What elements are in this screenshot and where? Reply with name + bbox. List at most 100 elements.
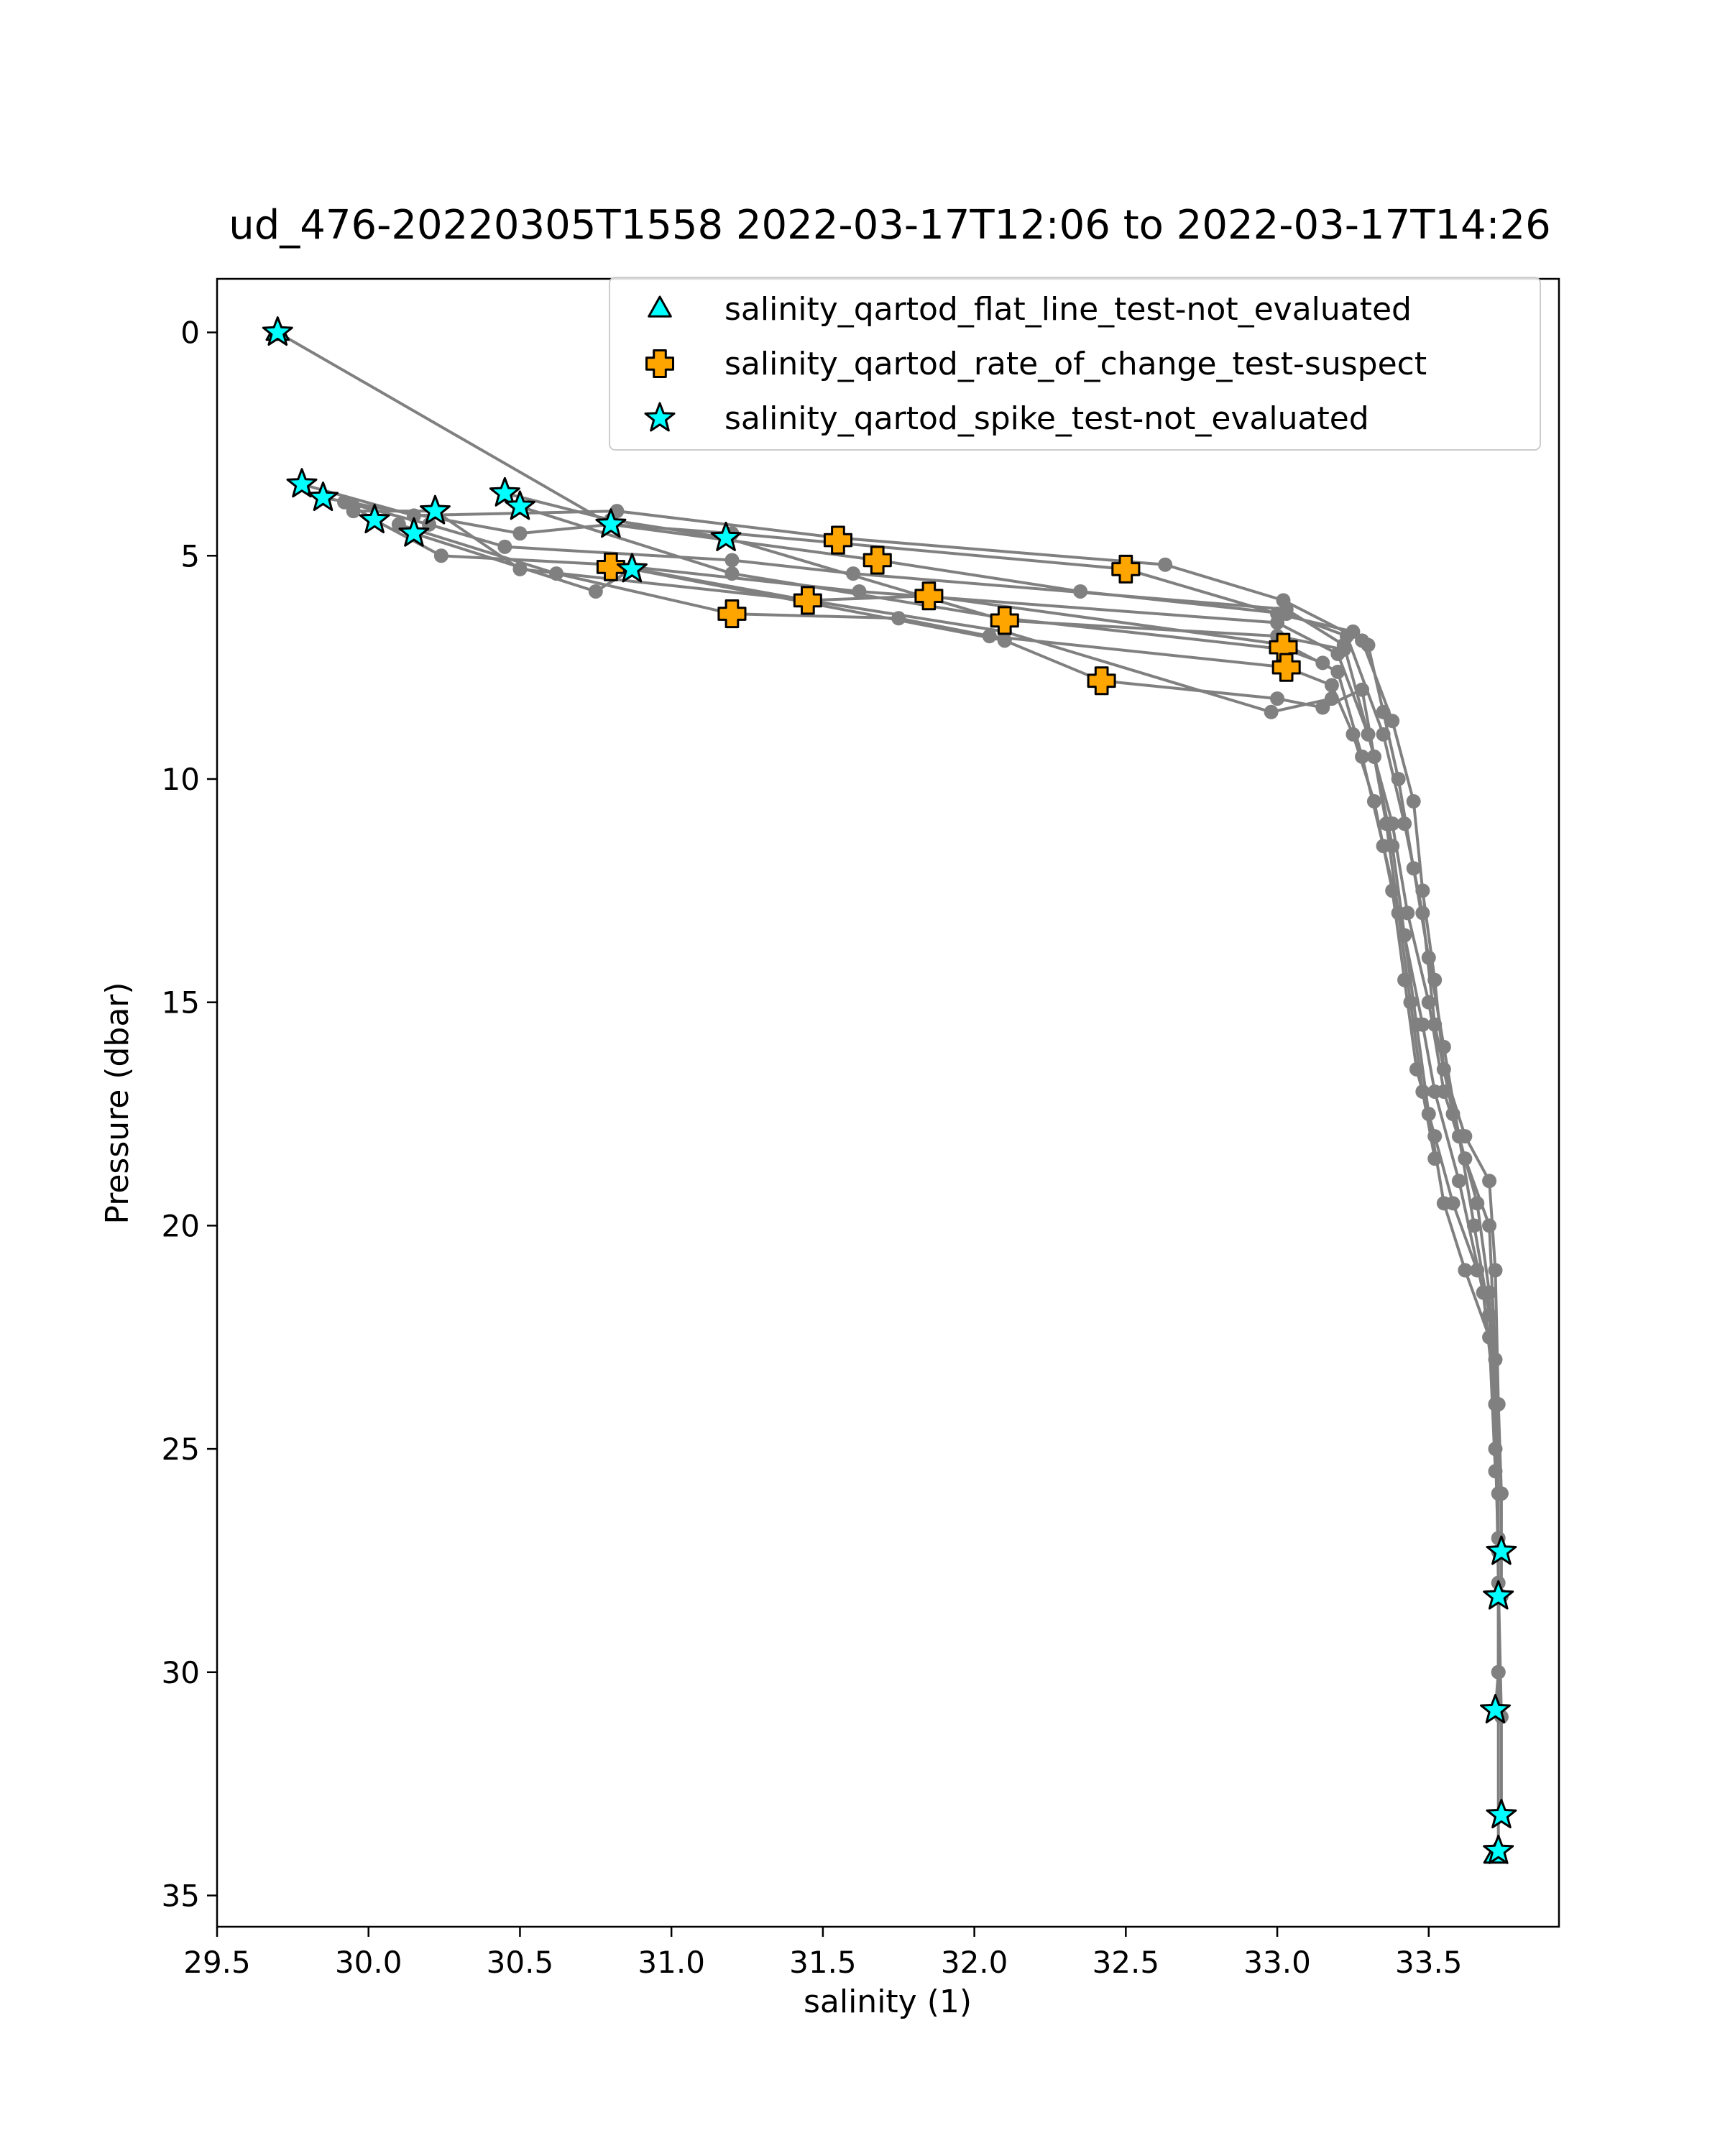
marker-x [1271, 653, 1301, 682]
marker-star [1486, 1799, 1517, 1829]
x-tick-label: 30.5 [487, 1945, 554, 1980]
x-tick-label: 33.0 [1243, 1945, 1311, 1980]
marker-x [717, 599, 747, 629]
profile-point [1491, 1486, 1506, 1501]
marker-star [359, 504, 390, 534]
marker-star [420, 494, 451, 525]
y-tick-label: 35 [162, 1879, 200, 1914]
profile-point [1324, 678, 1339, 693]
profile-point [1376, 727, 1391, 742]
profile-point [1158, 557, 1173, 572]
marker-x [914, 581, 944, 611]
y-tick-label: 30 [162, 1655, 200, 1690]
legend-item: salinity_qartod_flat_line_test-not_evalu… [648, 291, 1412, 328]
profile-point [1379, 816, 1394, 831]
profile-point [1330, 664, 1346, 679]
profile-point [724, 553, 740, 568]
profile-point [1482, 1174, 1497, 1189]
profile-point [1336, 642, 1351, 657]
x-tick-label: 30.0 [335, 1945, 402, 1980]
profile-point [1355, 633, 1370, 648]
y-tick-label: 0 [180, 315, 200, 351]
y-tick-label: 10 [162, 762, 200, 797]
legend-label: salinity_qartod_flat_line_test-not_evalu… [724, 291, 1412, 328]
marker-x [823, 525, 852, 555]
marker-star [308, 482, 339, 511]
profile-point [1427, 1151, 1443, 1166]
profile-point [1385, 714, 1400, 729]
marker-star [489, 476, 520, 507]
marker-x [862, 545, 892, 575]
y-axis-label: Pressure (dbar) [99, 982, 136, 1224]
profile-point [1476, 1285, 1491, 1300]
profile-point [1315, 655, 1330, 671]
profile-point [1270, 615, 1285, 630]
marker-x [793, 586, 822, 615]
profile-point [1482, 1218, 1497, 1233]
profile-point [497, 539, 512, 554]
profile-point [724, 566, 740, 581]
marker-star [1486, 1535, 1517, 1565]
profile-point [1491, 1664, 1506, 1680]
x-tick-label: 33.5 [1395, 1945, 1463, 1980]
y-tick-label: 15 [162, 985, 200, 1021]
profile-point [1397, 816, 1412, 831]
marker-star [1483, 1580, 1514, 1610]
profile-point [588, 584, 603, 599]
profile-point [1403, 995, 1418, 1010]
y-axis: 0 5 10 15 20 25 30 35 [162, 315, 217, 1914]
marker-star [1480, 1694, 1511, 1724]
profile-point [1355, 682, 1370, 697]
chart-title: ud_476-20220305T1558 2022-03-17T12:06 to… [229, 202, 1551, 249]
marker-star [262, 316, 293, 346]
profile-point [1482, 1330, 1497, 1345]
legend-marker-star [644, 402, 676, 432]
profile-point [1488, 1464, 1503, 1479]
marker-x [990, 606, 1019, 635]
legend-label: salinity_qartod_rate_of_change_test-susp… [724, 346, 1427, 382]
profile-point [1415, 906, 1430, 921]
marker-star [710, 521, 742, 551]
profile-point [1391, 906, 1406, 921]
legend: salinity_qartod_flat_line_test-not_evalu… [609, 277, 1541, 451]
profile-point [1406, 794, 1421, 809]
marker-x [1111, 554, 1141, 584]
profile-point [1458, 1263, 1473, 1278]
profile-point [1324, 691, 1339, 706]
y-tick-label: 20 [162, 1208, 200, 1243]
profile-point [1415, 1084, 1430, 1099]
x-axis: 29.5 30.0 30.5 31.0 31.5 32.0 32.5 33.0 33.5 [183, 1927, 1463, 1980]
profile-point [1346, 727, 1361, 742]
profile-point [1279, 602, 1294, 617]
profile-point [1470, 1263, 1485, 1278]
plot-area [262, 316, 1517, 1864]
profile-point [1421, 995, 1436, 1010]
x-axis-label: salinity (1) [804, 1984, 972, 2020]
y-tick-label: 25 [162, 1432, 200, 1467]
legend-marker-triangle [648, 295, 672, 318]
profile-point [1451, 1174, 1466, 1189]
marker-star [398, 517, 430, 547]
profile-point [1270, 691, 1285, 706]
profile-point [1366, 749, 1381, 764]
x-tick-label: 31.5 [789, 1945, 857, 1980]
marker-star [505, 490, 535, 520]
profile-line [352, 505, 1500, 1851]
profile-point [1264, 704, 1279, 719]
marker-star [595, 508, 627, 538]
x-tick-label: 32.0 [941, 1945, 1008, 1980]
profile-point [1366, 794, 1381, 809]
profile-point [1458, 1151, 1473, 1166]
marker-star [616, 553, 648, 583]
marker-star [286, 468, 318, 498]
profile-point [512, 526, 528, 541]
legend-frame [609, 277, 1541, 451]
profile-point [346, 504, 361, 519]
legend-item: salinity_qartod_rate_of_change_test-susp… [645, 346, 1427, 382]
profile-point [433, 548, 448, 563]
x-tick-label: 31.0 [638, 1945, 705, 1980]
x-tick-label: 32.5 [1092, 1945, 1160, 1980]
y-tick-label: 5 [180, 538, 200, 573]
marker-x [596, 552, 625, 581]
